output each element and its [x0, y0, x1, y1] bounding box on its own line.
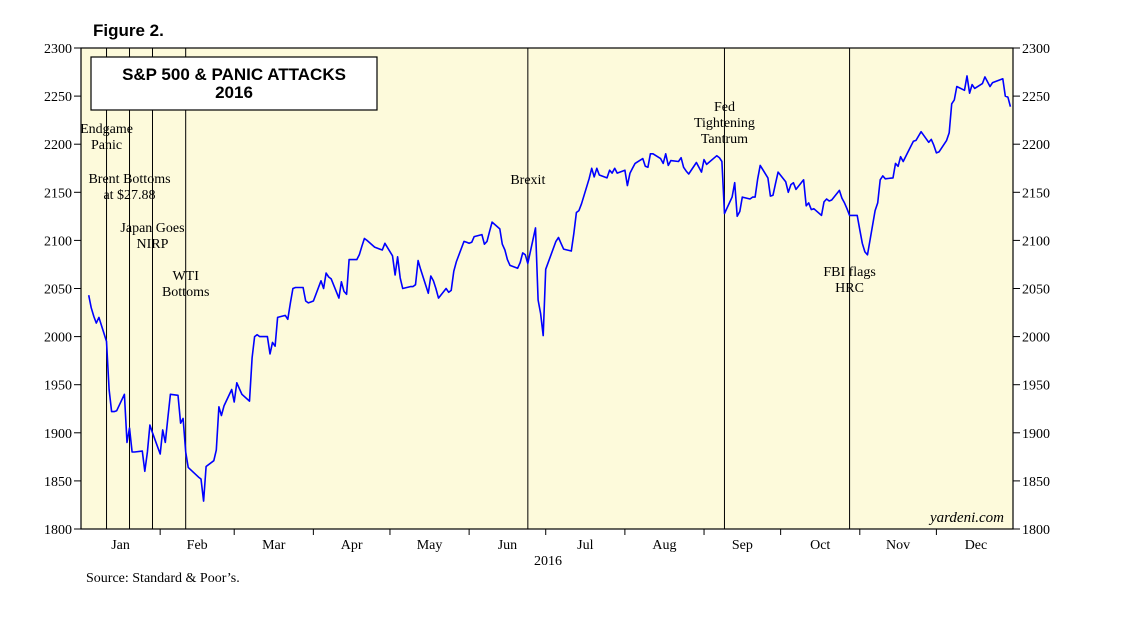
annotation-label: at $27.88 [103, 188, 155, 203]
annotation-label: WTI [172, 269, 199, 284]
annotation-label: Fed [714, 100, 735, 115]
annotation-label: HRC [835, 281, 864, 296]
chart-subtitle: 2016 [215, 83, 253, 102]
y-axis-left: 1800 1850 1900 1950 2000 2050 2100 2150 2200 2250… [44, 42, 81, 538]
y-tick-label-right: 2000 [1022, 331, 1050, 346]
y-tick-label-left: 2150 [44, 186, 72, 201]
x-tick-label: Oct [810, 538, 830, 553]
y-tick-label-right: 2050 [1022, 283, 1050, 298]
annotation-label: FBI flags [823, 265, 876, 280]
y-axis-right: 1800 1850 1900 1950 2000 2050 2100 2150 2200 2250… [1013, 42, 1050, 538]
x-tick-label: Dec [965, 538, 988, 553]
annotation-label: Tantrum [701, 132, 748, 147]
chart-title: S&P 500 & PANIC ATTACKS [122, 65, 346, 84]
y-tick-label-right: 2300 [1022, 42, 1050, 57]
x-axis-label: 2016 [534, 554, 562, 569]
y-tick-label-left: 1950 [44, 379, 72, 394]
y-tick-label-left: 2100 [44, 234, 72, 249]
y-tick-label-right: 2150 [1022, 186, 1050, 201]
annotation-label: Panic [91, 138, 122, 153]
x-tick-label: Nov [886, 538, 910, 553]
annotation-lines [106, 48, 851, 529]
y-tick-label-right: 2250 [1022, 90, 1050, 105]
series [87, 75, 1012, 502]
annotation-label: Endgame [80, 122, 133, 137]
y-tick-label-left: 2200 [44, 138, 72, 153]
y-tick-label-left: 2300 [44, 42, 72, 57]
y-tick-label-right: 1900 [1022, 427, 1050, 442]
y-tick-label-right: 1800 [1022, 523, 1050, 538]
y-tick-label-left: 2250 [44, 90, 72, 105]
y-tick-label-right: 2100 [1022, 234, 1050, 249]
x-tick-label: Jan [111, 538, 130, 553]
y-tick-label-left: 2050 [44, 283, 72, 298]
annotation-label: Bottoms [162, 285, 209, 300]
annotation-label: Brent Bottoms [88, 172, 170, 187]
y-tick-label-left: 2000 [44, 331, 72, 346]
y-tick-label-left: 1850 [44, 475, 72, 490]
x-tick-label: Jun [498, 538, 517, 553]
x-tick-label: Sep [732, 538, 753, 553]
watermark: yardeni.com [928, 510, 1004, 526]
annotation-label: Brexit [510, 173, 545, 188]
source-note: Source: Standard & Poor’s. [86, 571, 240, 586]
x-tick-label: Mar [262, 538, 286, 553]
annotation-label: Tightening [694, 116, 755, 131]
x-tick-label: Jul [577, 538, 593, 553]
x-tick-label: Aug [652, 538, 676, 553]
y-tick-label-right: 1850 [1022, 475, 1050, 490]
x-tick-label: Apr [341, 538, 363, 553]
annotation-label: Japan Goes [120, 221, 184, 236]
plot-area [80, 47, 1014, 530]
sp500-series-line [87, 75, 1012, 502]
y-tick-label-right: 2200 [1022, 138, 1050, 153]
y-tick-label-left: 1800 [44, 523, 72, 538]
x-axis: Jan Feb Mar Apr May Jun Jul Aug Sep Oct Nov Dec [111, 529, 987, 553]
y-tick-label-right: 1950 [1022, 379, 1050, 394]
title-box [90, 56, 378, 111]
annotation-label: NIRP [137, 237, 169, 252]
x-tick-label: Feb [187, 538, 208, 553]
y-tick-label-left: 1900 [44, 427, 72, 442]
x-tick-label: May [417, 538, 443, 553]
figure-label: Figure 2. [93, 21, 164, 40]
